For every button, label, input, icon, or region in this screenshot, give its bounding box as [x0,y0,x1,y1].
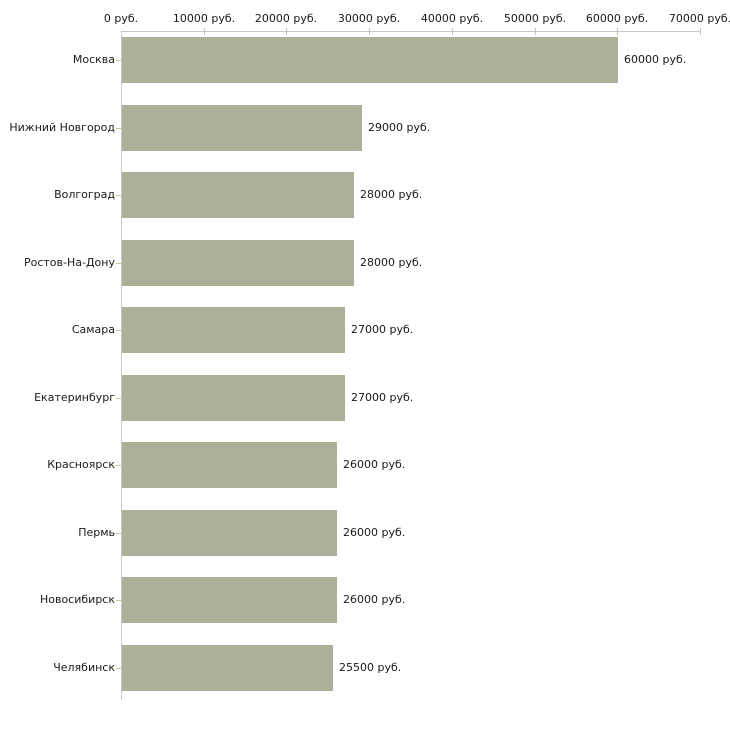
x-axis-tick-label: 40000 руб. [420,12,484,25]
category-tick [116,128,121,129]
x-axis-tick [452,28,453,35]
category-tick [116,60,121,61]
category-label: Новосибирск [39,593,115,606]
bar [122,442,337,488]
bar [122,37,618,83]
value-label: 28000 руб. [360,256,423,269]
category-tick [116,195,121,196]
x-axis-tick [204,28,205,35]
value-label: 27000 руб. [351,323,414,336]
x-axis-tick-label: 30000 руб. [337,12,401,25]
value-label: 26000 руб. [343,593,406,606]
category-label: Нижний Новгород [9,121,115,134]
bar [122,577,337,623]
category-tick [116,398,121,399]
value-label: 26000 руб. [343,526,406,539]
bar [122,645,333,691]
category-label: Челябинск [53,661,115,674]
category-label: Екатеринбург [34,391,115,404]
value-label: 27000 руб. [351,391,414,404]
value-label: 60000 руб. [624,53,687,66]
x-axis-tick-label: 10000 руб. [172,12,236,25]
y-axis-line [121,31,122,700]
category-tick [116,465,121,466]
category-label: Пермь [78,526,115,539]
category-label: Ростов-На-Дону [23,256,115,269]
x-axis-tick-label: 0 руб. [103,12,139,25]
x-axis-tick [369,28,370,35]
value-label: 26000 руб. [343,458,406,471]
x-axis-tick-label: 50000 руб. [503,12,567,25]
value-label: 29000 руб. [368,121,431,134]
category-tick [116,330,121,331]
x-axis-tick [286,28,287,35]
value-label: 28000 руб. [360,188,423,201]
category-label: Москва [72,53,115,66]
bar [122,240,354,286]
x-axis-tick-label: 20000 руб. [254,12,318,25]
bar [122,105,362,151]
bar [122,172,354,218]
category-tick [116,600,121,601]
category-label: Самара [71,323,115,336]
category-tick [116,668,121,669]
category-tick [116,263,121,264]
value-label: 25500 руб. [339,661,402,674]
category-tick [116,533,121,534]
bar [122,307,345,353]
bar [122,375,345,421]
x-axis-tick-label: 60000 руб. [585,12,649,25]
x-axis-tick [700,28,701,35]
x-axis-tick [617,28,618,35]
x-axis-tick-label: 70000 руб. [668,12,730,25]
x-axis-line [121,31,701,32]
bar [122,510,337,556]
category-label: Красноярск [47,458,115,471]
x-axis-tick [535,28,536,35]
category-label: Волгоград [54,188,115,201]
